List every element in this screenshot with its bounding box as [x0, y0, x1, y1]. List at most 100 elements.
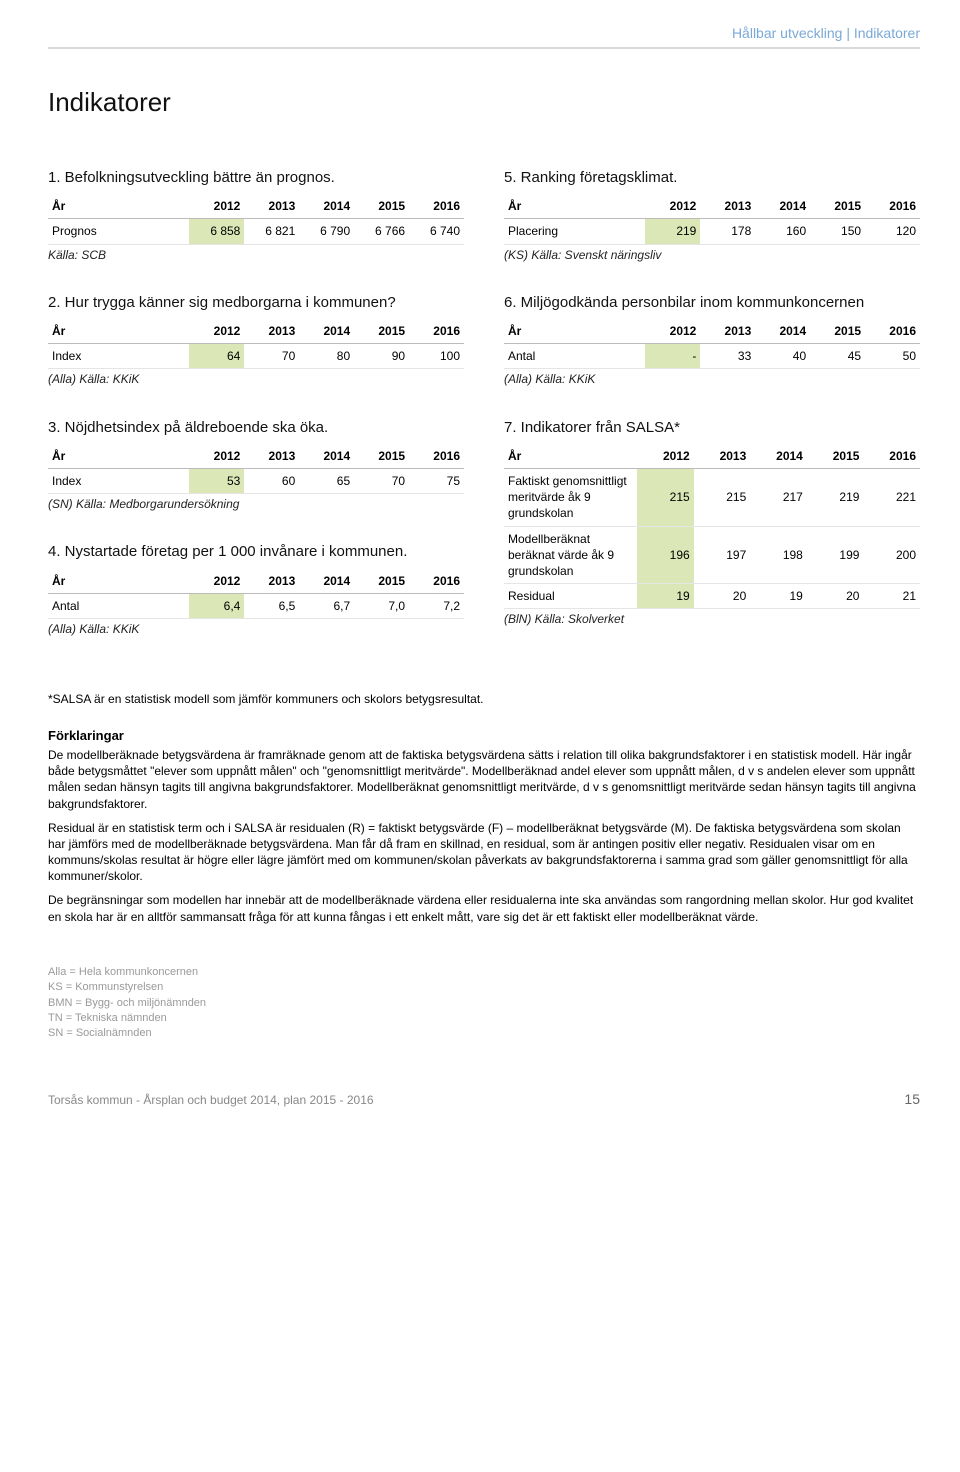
indicator-block-2: 2. Hur trygga känner sig medborgarna i k… [48, 293, 464, 388]
year-col: 2014 [299, 569, 354, 594]
year-header: År [504, 444, 637, 469]
indicator-block-1: 1. Befolkningsutveckling bättre än progn… [48, 168, 464, 263]
cell: - [645, 344, 700, 369]
year-header: År [48, 444, 189, 469]
salsa-footnote: *SALSA är en statistisk modell som jämfö… [48, 691, 920, 707]
row-label: Prognos [48, 219, 189, 244]
year-col: 2013 [694, 444, 751, 469]
right-column: 5. Ranking företagsklimat. År 2012 2013 … [504, 168, 920, 667]
indicator-table: År 2012 2013 2014 2015 2016 Faktiskt gen… [504, 444, 920, 610]
cell: 53 [189, 469, 244, 494]
row-label: Placering [504, 219, 645, 244]
cell: 178 [700, 219, 755, 244]
cell: 6 790 [299, 219, 354, 244]
cell: 215 [637, 469, 694, 527]
cell: 6,4 [189, 593, 244, 618]
cell: 219 [645, 219, 700, 244]
block-title: 3. Nöjdhetsindex på äldreboende ska öka. [48, 418, 464, 438]
block-title: 7. Indikatorer från SALSA* [504, 418, 920, 438]
indicator-columns: 1. Befolkningsutveckling bättre än progn… [48, 168, 920, 667]
cell: 7,0 [354, 593, 409, 618]
cell: 120 [865, 219, 920, 244]
year-col: 2012 [645, 319, 700, 344]
row-label: Index [48, 344, 189, 369]
cell: 60 [244, 469, 299, 494]
indicator-table: År 2012 2013 2014 2015 2016 Index 64 70 … [48, 319, 464, 369]
table-row: Residual 19 20 19 20 21 [504, 584, 920, 609]
cell: 64 [189, 344, 244, 369]
year-col: 2014 [750, 444, 807, 469]
year-header: År [48, 319, 189, 344]
year-col: 2013 [244, 569, 299, 594]
cell: 217 [750, 469, 807, 527]
cell: 80 [299, 344, 354, 369]
year-header: År [48, 569, 189, 594]
cell: 21 [863, 584, 920, 609]
year-col: 2016 [865, 194, 920, 219]
table-row: Placering 219 178 160 150 120 [504, 219, 920, 244]
explanations: Förklaringar De modellberäknade betygsvä… [48, 727, 920, 924]
cell: 6,7 [299, 593, 354, 618]
cell: 215 [694, 469, 751, 527]
row-label: Antal [504, 344, 645, 369]
cell: 6 821 [244, 219, 299, 244]
year-col: 2012 [637, 444, 694, 469]
table-row: Index 64 70 80 90 100 [48, 344, 464, 369]
cell: 20 [807, 584, 864, 609]
row-label: Residual [504, 584, 637, 609]
year-col: 2016 [863, 444, 920, 469]
page-title: Indikatorer [48, 85, 920, 120]
year-col: 2012 [189, 194, 244, 219]
source-note: (Alla) Källa: KKiK [48, 619, 464, 637]
cell: 150 [810, 219, 865, 244]
indicator-block-6: 6. Miljögodkända personbilar inom kommun… [504, 293, 920, 388]
indicator-table: År 2012 2013 2014 2015 2016 Antal 6,4 6,… [48, 569, 464, 619]
year-col: 2015 [807, 444, 864, 469]
row-label: Antal [48, 593, 189, 618]
year-col: 2013 [244, 319, 299, 344]
year-col: 2014 [299, 444, 354, 469]
explain-paragraph: Residual är en statistisk term och i SAL… [48, 820, 920, 885]
indicator-table: År 2012 2013 2014 2015 2016 Placering 21… [504, 194, 920, 244]
block-title: 5. Ranking företagsklimat. [504, 168, 920, 188]
year-col: 2013 [244, 194, 299, 219]
cell: 198 [750, 526, 807, 584]
table-row: Antal 6,4 6,5 6,7 7,0 7,2 [48, 593, 464, 618]
source-note: Källa: SCB [48, 245, 464, 263]
year-col: 2016 [865, 319, 920, 344]
cell: 197 [694, 526, 751, 584]
cell: 199 [807, 526, 864, 584]
abbreviation-legend: Alla = Hela kommunkoncernen KS = Kommuns… [48, 965, 920, 1042]
year-col: 2016 [409, 194, 464, 219]
cell: 45 [810, 344, 865, 369]
cell: 19 [750, 584, 807, 609]
table-row: Index 53 60 65 70 75 [48, 469, 464, 494]
year-col: 2013 [700, 194, 755, 219]
table-row: Faktiskt genomsnittligt meritvärde åk 9 … [504, 469, 920, 527]
year-col: 2015 [354, 569, 409, 594]
source-note: (SN) Källa: Medborgarundersökning [48, 494, 464, 512]
year-col: 2013 [700, 319, 755, 344]
table-row: Prognos 6 858 6 821 6 790 6 766 6 740 [48, 219, 464, 244]
year-col: 2012 [645, 194, 700, 219]
indicator-table: År 2012 2013 2014 2015 2016 Antal - 33 4… [504, 319, 920, 369]
legend-line: TN = Tekniska nämnden [48, 1011, 920, 1026]
block-title: 6. Miljögodkända personbilar inom kommun… [504, 293, 920, 313]
cell: 100 [409, 344, 464, 369]
explain-paragraph: De begränsningar som modellen har innebä… [48, 892, 920, 924]
legend-line: BMN = Bygg- och miljönämnden [48, 996, 920, 1011]
source-note: (BlN) Källa: Skolverket [504, 609, 920, 627]
legend-line: SN = Socialnämnden [48, 1026, 920, 1041]
cell: 90 [354, 344, 409, 369]
footer-title: Torsås kommun - Årsplan och budget 2014,… [48, 1092, 374, 1108]
cell: 75 [409, 469, 464, 494]
left-column: 1. Befolkningsutveckling bättre än progn… [48, 168, 464, 667]
indicator-block-5: 5. Ranking företagsklimat. År 2012 2013 … [504, 168, 920, 263]
indicator-block-4: 4. Nystartade företag per 1 000 invånare… [48, 542, 464, 637]
legend-line: KS = Kommunstyrelsen [48, 980, 920, 995]
row-label: Index [48, 469, 189, 494]
year-header: År [48, 194, 189, 219]
source-note: (Alla) Källa: KKiK [504, 369, 920, 387]
cell: 50 [865, 344, 920, 369]
cell: 6 858 [189, 219, 244, 244]
